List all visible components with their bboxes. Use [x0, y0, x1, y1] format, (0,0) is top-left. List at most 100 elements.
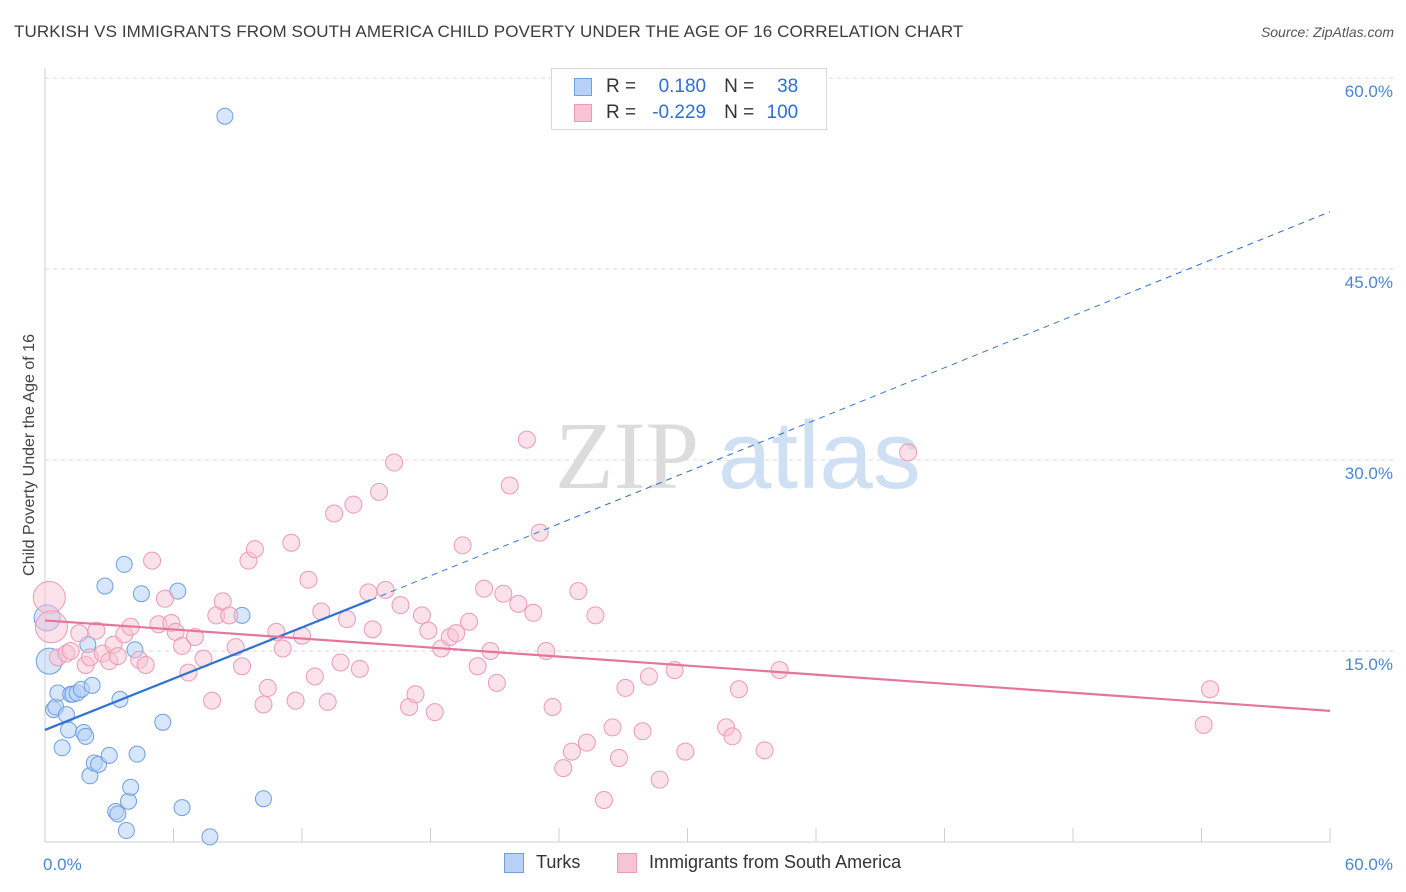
immigrants-point	[530, 523, 549, 542]
turks-point	[60, 721, 78, 739]
legend-r-label: R =	[606, 76, 637, 97]
immigrants-point	[245, 540, 264, 559]
immigrants-point	[108, 647, 127, 666]
immigrants-point	[554, 759, 573, 778]
immigrants-point	[447, 624, 466, 643]
immigrants-point	[1194, 715, 1213, 734]
turks-trend-extension	[370, 211, 1331, 601]
series-swatch-turks	[504, 852, 524, 873]
immigrants-point	[723, 727, 742, 746]
y-axis-label: Child Poverty Under the Age of 16	[21, 334, 38, 576]
immigrants-point	[494, 584, 513, 603]
immigrants-point	[136, 656, 155, 675]
y-tick-label: 45.0%	[1345, 273, 1393, 292]
immigrants-point	[305, 667, 324, 686]
chart-title: TURKISH VS IMMIGRANTS FROM SOUTH AMERICA…	[14, 22, 964, 41]
y-tick-label: 60.0%	[1345, 82, 1393, 101]
turks-point	[100, 746, 118, 764]
immigrants-point	[755, 741, 774, 760]
x-tick-label: 0.0%	[43, 855, 82, 874]
immigrants-point	[258, 678, 277, 697]
immigrants-point	[325, 504, 344, 523]
immigrants-point	[609, 748, 628, 767]
series-label-turks: Turks	[536, 852, 581, 872]
immigrants-point	[70, 624, 89, 643]
immigrants-point	[344, 495, 363, 514]
legend-swatch-turks	[574, 78, 592, 96]
immigrants-point	[299, 570, 318, 589]
turks-point	[122, 778, 140, 796]
turks-point	[201, 828, 219, 846]
legend-n-value: 38	[777, 76, 799, 97]
immigrants-point	[633, 722, 652, 741]
turks-point	[173, 799, 191, 817]
immigrants-point	[273, 639, 292, 658]
turks-point	[109, 805, 127, 823]
legend-n-label: N =	[724, 76, 755, 97]
immigrants-point	[487, 673, 506, 692]
immigrants-point	[282, 533, 301, 552]
tick-labels: 15.0% 30.0% 45.0% 60.0% 0.0% 60.0%	[43, 82, 1393, 874]
immigrants-point	[770, 661, 789, 680]
turks-points	[33, 107, 272, 846]
immigrants-point	[460, 612, 479, 631]
immigrants-point	[286, 691, 305, 710]
watermark-zip: ZIP	[555, 402, 699, 509]
immigrants-point	[517, 430, 536, 449]
series-legend: Turks Immigrants from South America	[0, 852, 1406, 878]
turks-point	[254, 790, 272, 808]
immigrants-point	[173, 636, 192, 655]
legend-row-immigrants: R = -0.229 N = 100	[574, 101, 798, 125]
immigrants-point	[385, 453, 404, 472]
watermark-atlas: atlas	[718, 402, 921, 509]
immigrants-point	[34, 610, 68, 644]
immigrants-point	[425, 703, 444, 722]
immigrants-point	[639, 667, 658, 686]
immigrants-point	[1201, 680, 1220, 699]
immigrants-point	[87, 621, 106, 640]
immigrants-point	[318, 692, 337, 711]
immigrants-point	[676, 742, 695, 761]
trend-layer	[44, 211, 1331, 731]
immigrants-point	[586, 606, 605, 625]
immigrants-trend-line	[44, 619, 1331, 712]
immigrants-point	[220, 606, 239, 625]
immigrants-point	[143, 551, 162, 570]
immigrants-point	[650, 770, 669, 789]
immigrants-point	[406, 685, 425, 704]
legend-r-value: -0.229	[652, 102, 707, 123]
immigrants-point	[543, 698, 562, 717]
immigrants-point	[468, 657, 487, 676]
immigrants-point	[500, 476, 519, 495]
turks-point	[128, 745, 146, 763]
y-tick-label: 15.0%	[1345, 655, 1393, 674]
immigrants-point	[453, 536, 472, 555]
series-legend-immigrants: Immigrants from South America	[617, 852, 901, 873]
legend-n-value: 100	[766, 102, 799, 123]
turks-point	[154, 713, 172, 731]
turks-point	[120, 792, 138, 810]
series-swatch-immigrants	[617, 852, 637, 873]
immigrants-point	[616, 678, 635, 697]
immigrants-point	[32, 581, 66, 615]
immigrants-point	[391, 596, 410, 615]
immigrants-point	[363, 620, 382, 639]
watermark: ZIP atlas	[555, 402, 921, 509]
immigrants-point	[331, 653, 350, 672]
immigrants-point	[350, 659, 369, 678]
series-legend-turks: Turks	[504, 852, 580, 873]
immigrants-point	[337, 610, 356, 629]
legend-n-label: N =	[724, 102, 755, 123]
immigrants-point	[419, 621, 438, 640]
immigrants-point	[412, 606, 431, 625]
legend-swatch-immigrants	[574, 104, 592, 122]
series-label-immigrants: Immigrants from South America	[649, 852, 902, 872]
turks-point	[53, 739, 71, 757]
immigrants-point	[376, 580, 395, 599]
turks-point	[216, 107, 234, 125]
y-tick-label: 30.0%	[1345, 464, 1393, 483]
turks-point	[83, 676, 101, 694]
turks-trend-line	[44, 599, 371, 731]
immigrants-point	[203, 691, 222, 710]
